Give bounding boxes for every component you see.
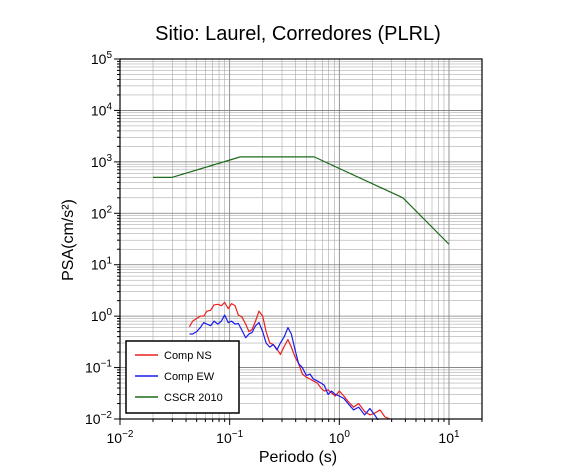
legend-label-0: Comp NS xyxy=(164,350,212,362)
legend-box xyxy=(125,340,240,414)
y-tick-label: 10−2 xyxy=(85,410,112,427)
y-tick-label: 103 xyxy=(91,153,113,170)
y-tick-label: 105 xyxy=(91,50,113,67)
y-axis-label: PSA(cm/s²) xyxy=(60,199,77,281)
legend: Comp NS Comp EW CSCR 2010 xyxy=(125,340,240,414)
y-tick-label: 102 xyxy=(91,204,113,221)
x-tick-label: 101 xyxy=(438,429,460,446)
x-tick-label: 10−1 xyxy=(216,429,243,446)
y-tick-label: 104 xyxy=(91,101,113,118)
series-line-0 xyxy=(188,301,391,420)
x-tick-label: 100 xyxy=(329,429,351,446)
legend-label-1: Comp EW xyxy=(164,371,215,383)
y-tick-label: 100 xyxy=(91,307,113,324)
chart-title: Sitio: Laurel, Corredores (PLRL) xyxy=(155,23,441,45)
plot-frame xyxy=(119,58,483,420)
x-tick-label: 10−2 xyxy=(107,429,134,446)
plot-bottom-mask xyxy=(119,420,483,450)
axis-ticks: 10−2 10−1 100 101 10−2 10−1 100 101 102 103 104 105 xyxy=(85,50,483,446)
y-tick-label: 101 xyxy=(91,256,113,273)
series-line-1 xyxy=(189,314,380,422)
x-axis-label: Periodo (s) xyxy=(259,449,337,466)
legend-label-2: CSCR 2010 xyxy=(164,392,223,404)
series-line-2 xyxy=(153,156,450,245)
grid xyxy=(119,58,483,420)
plot-border xyxy=(119,58,483,420)
y-tick-label: 10−1 xyxy=(85,359,112,376)
plot-series xyxy=(119,156,483,450)
